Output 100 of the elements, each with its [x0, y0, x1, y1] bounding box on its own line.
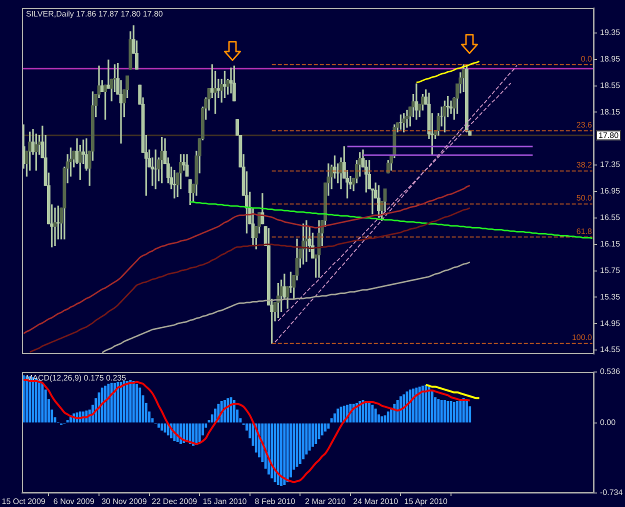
x-tick-label: 22 Dec 2009: [152, 497, 198, 506]
bar: [157, 423, 160, 428]
chart-title: MACD(12,26,9) 0.175 0.235: [26, 374, 127, 383]
bar: [135, 384, 138, 422]
y-tick-label: 15.35: [600, 292, 621, 302]
bar: [116, 382, 120, 422]
bar: [104, 386, 107, 422]
y-tick-label: 16.15: [600, 240, 621, 249]
bar: [371, 404, 374, 422]
bar: [415, 388, 418, 422]
bar: [311, 423, 314, 447]
bar: [126, 380, 129, 422]
bar: [452, 402, 456, 422]
bar: [129, 380, 132, 422]
bar: [421, 386, 424, 422]
y-tick-label: 0.00: [600, 418, 616, 428]
series-label: 100.0: [572, 333, 593, 342]
y-tick-label: 14.55: [600, 345, 621, 354]
bar: [459, 400, 462, 422]
bar: [399, 396, 402, 422]
y-tick-label: -0.734: [600, 488, 624, 498]
bar: [270, 423, 274, 478]
y-tick-label: 18.15: [600, 107, 621, 116]
bar: [232, 400, 236, 422]
bar: [443, 400, 446, 422]
bar: [408, 390, 412, 422]
bar: [396, 400, 399, 422]
bar: [368, 402, 371, 422]
bar: [283, 423, 286, 485]
bar: [364, 401, 368, 422]
y-tick-label: 0.536: [600, 367, 621, 376]
bar: [462, 398, 465, 422]
bar: [276, 423, 280, 485]
bar: [456, 401, 459, 422]
bar: [402, 394, 406, 422]
ref-line-label: 17.80: [598, 131, 620, 140]
bar: [110, 382, 113, 422]
bar: [440, 400, 443, 422]
bar: [100, 388, 104, 422]
series-label: 50.0: [576, 194, 593, 203]
x-tick-label: 15 Apr 2010: [404, 497, 448, 506]
bar: [336, 408, 340, 422]
bar: [358, 401, 362, 422]
series-label: 38.2: [576, 160, 593, 170]
y-tick-label: 18.95: [600, 54, 621, 64]
line-series: [22, 184, 471, 334]
line-series: [424, 384, 480, 400]
x-tick-label: 24 Mar 2010: [353, 497, 399, 506]
bar: [226, 398, 230, 422]
candlestick: [53, 208, 57, 246]
x-tick-label: 30 Nov 2009: [101, 497, 148, 506]
bar: [195, 423, 198, 445]
bar: [160, 423, 164, 431]
bar: [314, 423, 318, 444]
bar: [437, 399, 440, 422]
bar: [122, 380, 126, 422]
bar: [107, 384, 110, 422]
bar: [286, 423, 289, 482]
bar: [380, 416, 384, 422]
y-tick-label: 14.95: [600, 318, 621, 328]
y-tick-label: 19.35: [600, 28, 621, 38]
x-tick-label: 15 Oct 2009: [2, 497, 46, 506]
line-series: [29, 207, 471, 353]
x-tick-label: 6 Nov 2009: [53, 497, 95, 506]
bar: [198, 423, 201, 442]
bar: [267, 423, 270, 474]
bar: [374, 408, 377, 422]
candlestick: [154, 150, 158, 190]
candlestick: [414, 83, 418, 120]
y-tick-label: 18.55: [600, 80, 621, 90]
y-tick-label: 17.35: [600, 160, 621, 170]
bar: [412, 388, 415, 422]
x-tick-label: 8 Feb 2010: [254, 497, 296, 506]
y-tick-label: 16.55: [600, 213, 621, 222]
bar: [132, 380, 135, 422]
bar: [320, 423, 324, 436]
bar: [308, 423, 311, 451]
line-series: [416, 60, 480, 84]
x-tick-label: 15 Jan 2010: [202, 497, 248, 506]
bar: [446, 401, 450, 422]
bar: [424, 384, 428, 422]
bar: [41, 382, 44, 422]
series-label: 61.8: [576, 226, 593, 236]
y-tick-label: 15.75: [600, 266, 621, 275]
chart-title: SILVER,Daily 17.86 17.87 17.80 17.80: [26, 10, 164, 19]
bar: [386, 412, 390, 422]
bar: [298, 423, 302, 464]
series-label: 0.0: [580, 54, 593, 64]
bar: [192, 423, 195, 446]
bar: [280, 423, 283, 486]
bar: [138, 388, 142, 422]
x-tick-label: 2 Mar 2010: [305, 497, 346, 506]
candlestick: [304, 220, 308, 262]
bar: [113, 382, 116, 422]
line-series: [101, 261, 471, 354]
line-series: [274, 64, 518, 343]
bar: [418, 386, 421, 422]
bar: [25, 376, 28, 422]
bar: [465, 400, 468, 422]
bar: [327, 423, 330, 429]
